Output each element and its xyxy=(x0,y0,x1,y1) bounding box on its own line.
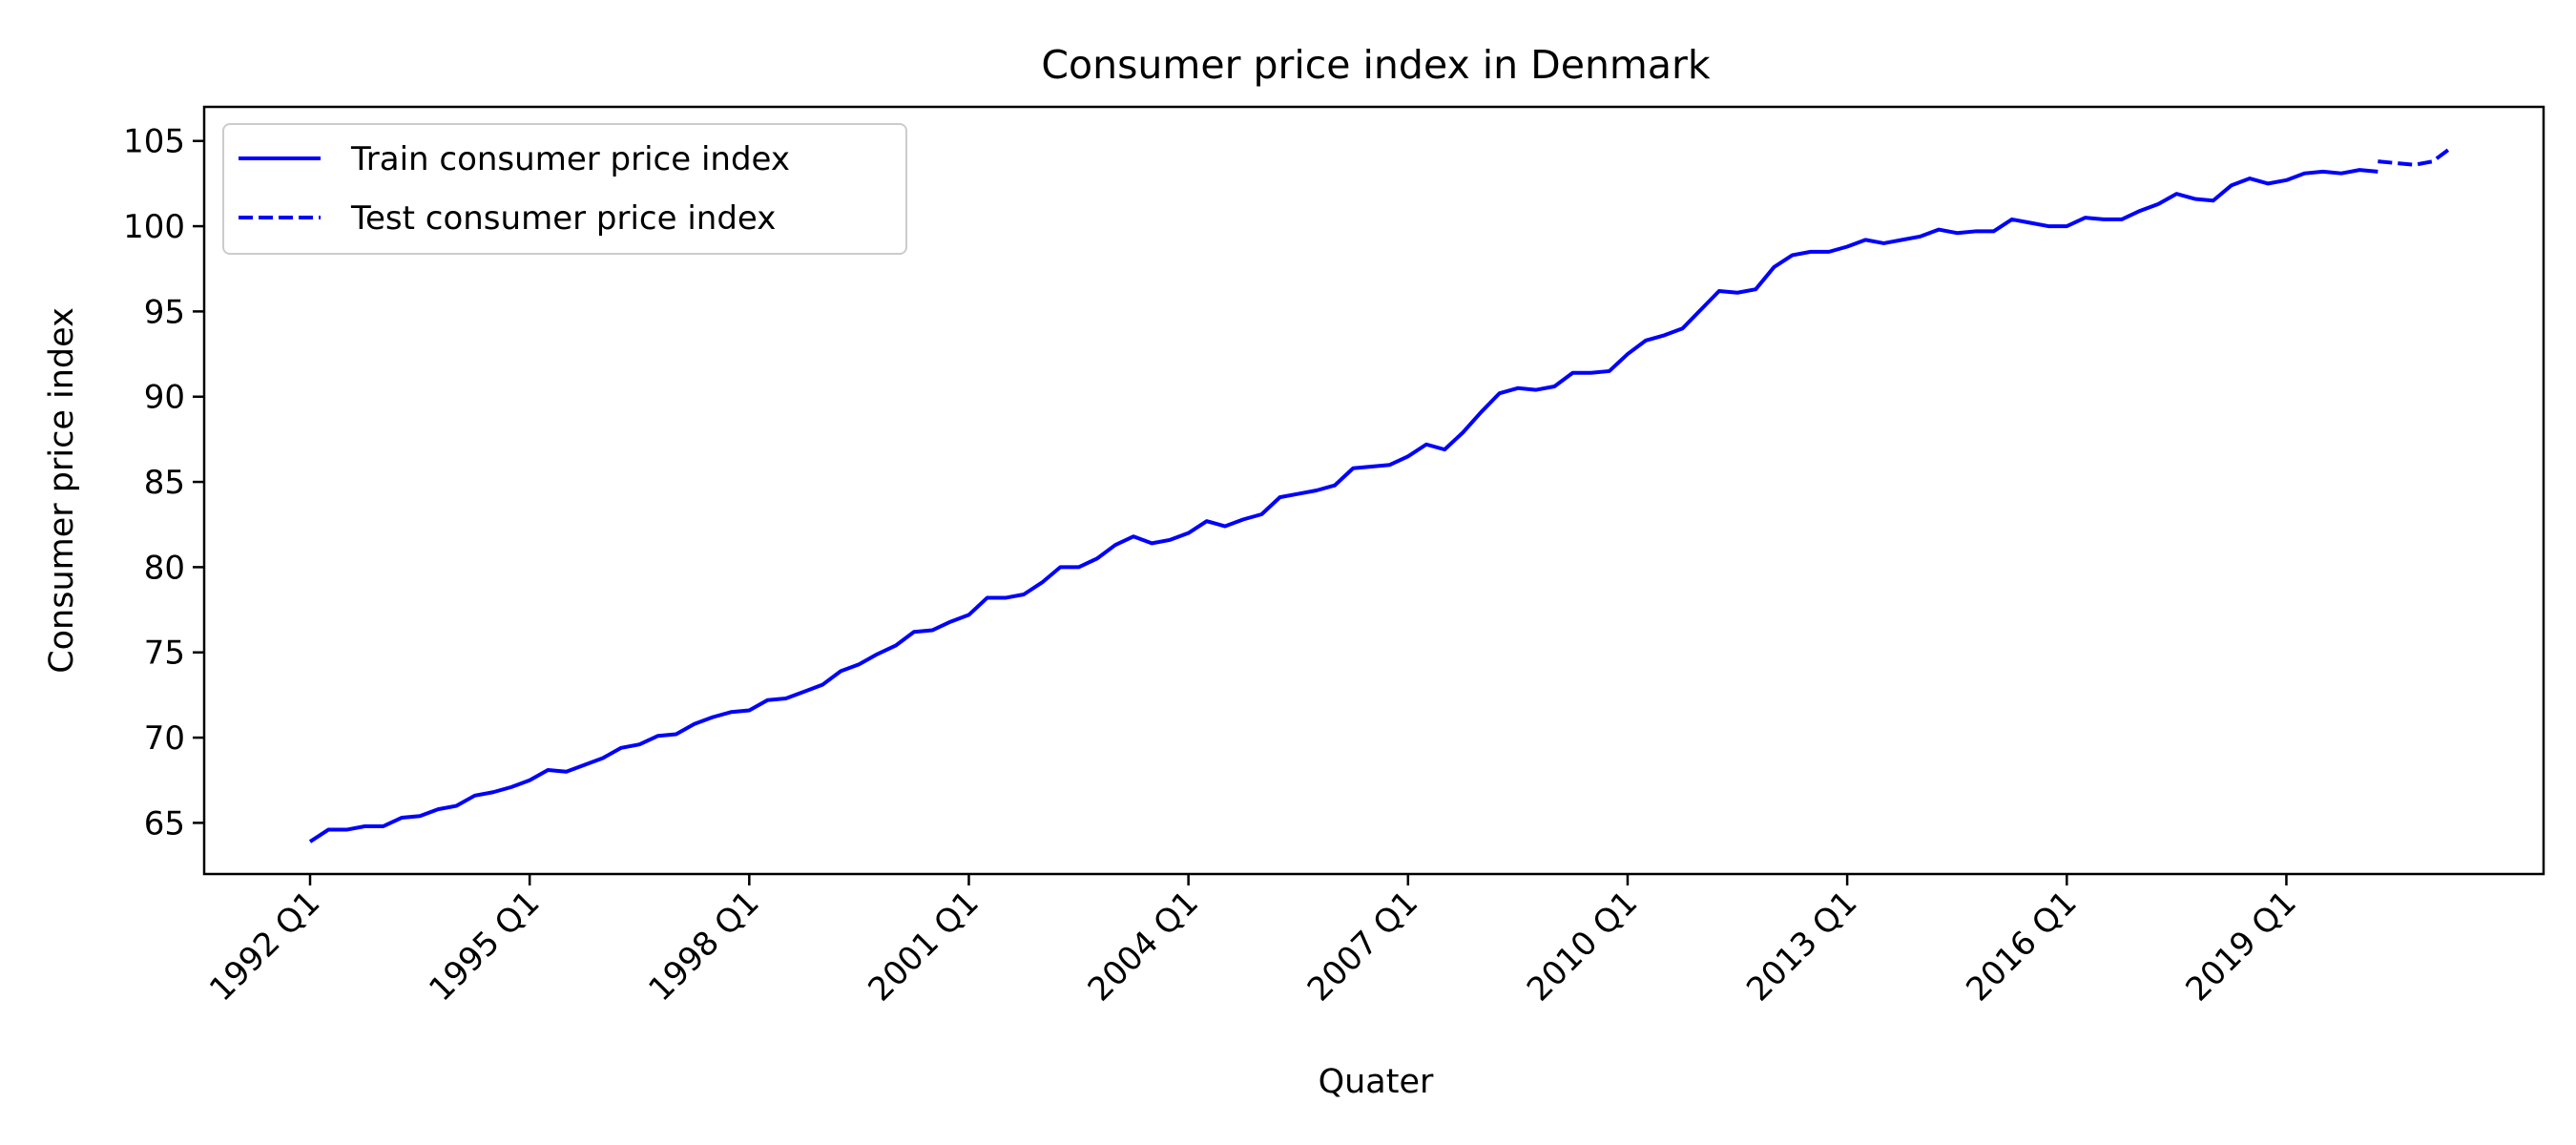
y-tick-label: 85 xyxy=(144,464,185,502)
legend-label-train: Train consumer price index xyxy=(350,140,790,178)
chart-title: Consumer price index in Denmark xyxy=(1041,42,1710,88)
y-axis-ticks: 65 70 75 80 85 90 95 100 105 xyxy=(123,123,204,843)
y-tick-label: 100 xyxy=(123,208,185,246)
x-axis-label: Quater xyxy=(1319,1063,1434,1101)
y-tick-label: 90 xyxy=(144,379,185,417)
series-line-train xyxy=(308,168,2379,843)
legend-label-test: Test consumer price index xyxy=(350,199,776,238)
y-tick-label: 70 xyxy=(144,719,185,758)
y-tick-label: 95 xyxy=(144,293,185,331)
plot-frame xyxy=(202,105,2545,876)
series-line-test xyxy=(2378,146,2453,167)
y-tick-label: 80 xyxy=(144,549,185,587)
y-tick-label: 65 xyxy=(144,804,185,843)
plot-area xyxy=(308,146,2453,843)
y-tick-label: 105 xyxy=(123,123,185,161)
y-axis-label: Consumer price index xyxy=(43,307,81,674)
legend: Train consumer price index Test consumer… xyxy=(222,123,907,255)
y-tick-label: 75 xyxy=(144,635,185,673)
legend-box xyxy=(222,123,907,255)
